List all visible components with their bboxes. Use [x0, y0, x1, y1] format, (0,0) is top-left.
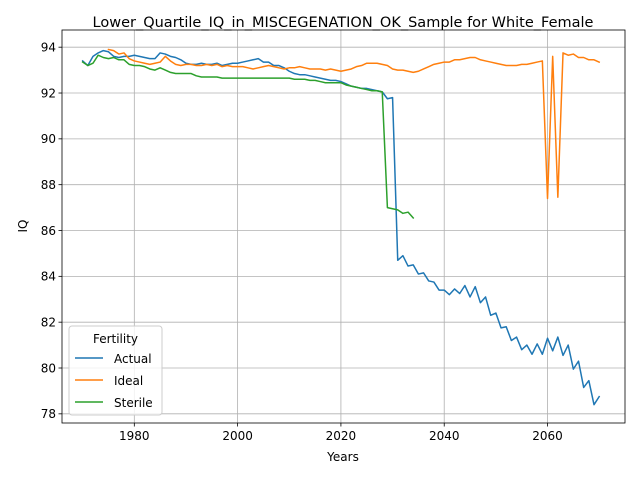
y-tick-label: 94 [41, 40, 56, 54]
x-tick-label: 2000 [222, 429, 253, 443]
axis-ticks: 1980 2000 2020 2040 2060 78 80 82 84 86 88 90 92 94 [41, 40, 563, 443]
legend-box [68, 325, 163, 416]
chart-title: Lower_Quartile_IQ_in_MISCEGENATION_OK_Sa… [93, 15, 594, 31]
x-tick-label: 2060 [532, 429, 563, 443]
series-line-actual [81, 49, 601, 406]
x-tick-label: 2040 [429, 429, 460, 443]
legend-label-actual: Actual [114, 352, 152, 366]
series-line-sterile [81, 54, 415, 219]
y-tick-label: 90 [41, 132, 56, 146]
legend-label-sterile: Sterile [114, 396, 153, 410]
x-axis-label: Years [326, 450, 359, 464]
x-tick-label: 2020 [326, 429, 357, 443]
y-tick-label: 92 [41, 86, 56, 100]
y-tick-label: 80 [41, 361, 56, 375]
plot-frame [61, 29, 626, 424]
y-tick-label: 82 [41, 315, 56, 329]
y-tick-label: 86 [41, 224, 56, 238]
y-tick-label: 78 [41, 407, 56, 421]
x-tick-label: 1980 [119, 429, 150, 443]
series-line-ideal [107, 48, 601, 200]
y-axis-label: IQ [16, 220, 30, 233]
series-layer [81, 48, 601, 406]
grid [62, 30, 625, 423]
y-tick-label: 88 [41, 178, 56, 192]
legend-label-ideal: Ideal [114, 374, 143, 388]
legend-title: Fertility [93, 332, 138, 346]
legend: Fertility Actual Ideal Sterile [68, 325, 163, 416]
y-tick-label: 84 [41, 270, 56, 284]
